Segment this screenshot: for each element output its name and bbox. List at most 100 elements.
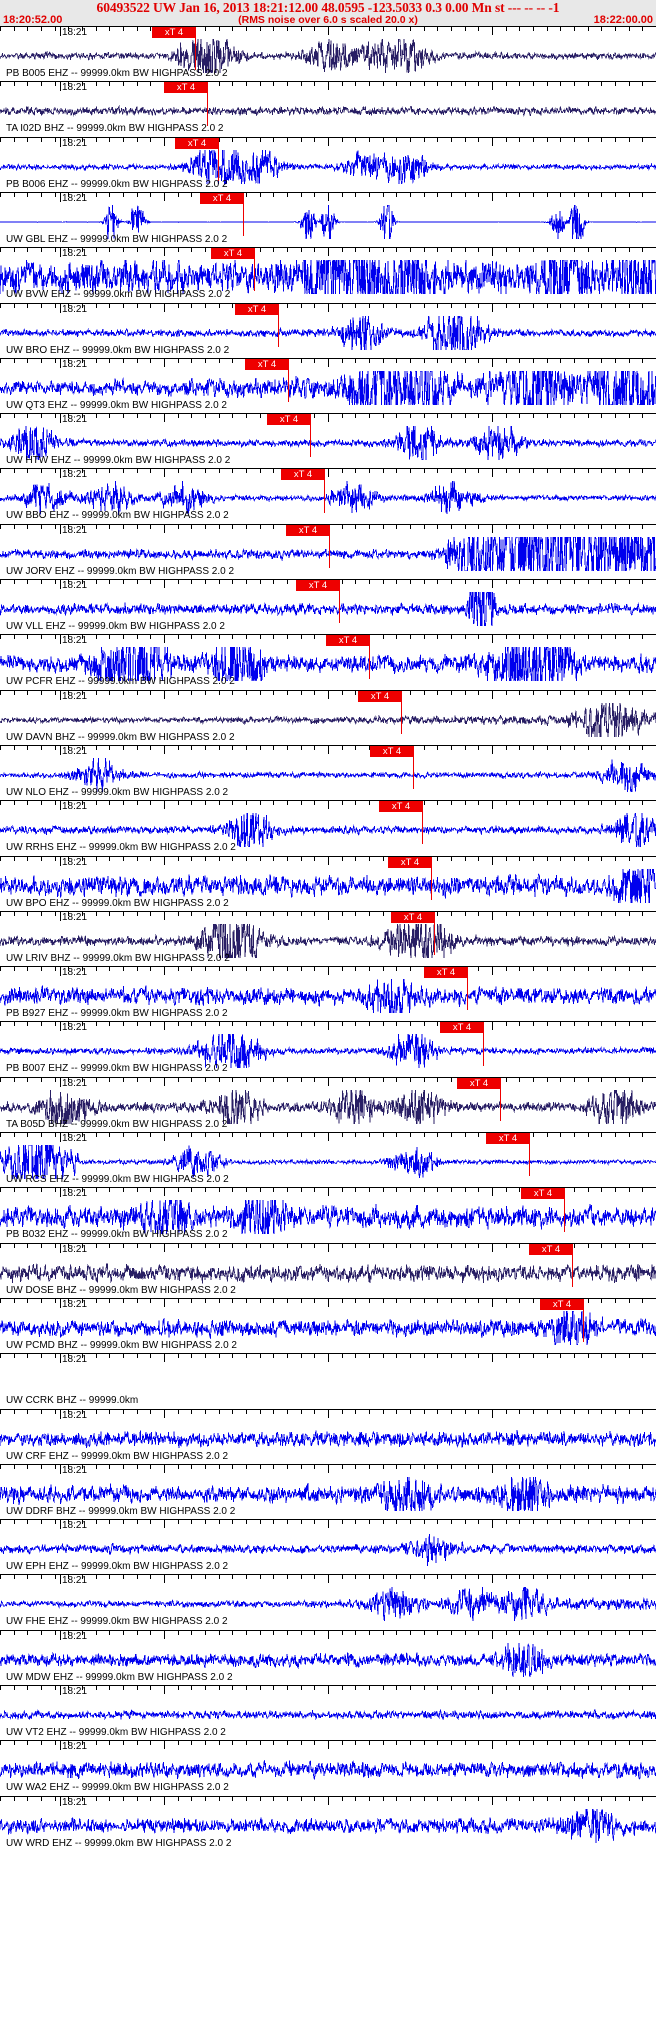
trace-row[interactable]: 18:21 PB B005 EHZ -- 99999.0km BW HIGHPAS… bbox=[0, 26, 656, 82]
trace-row[interactable]: 18:21 UW BVW EHZ -- 99999.0km BW HIGHPASS… bbox=[0, 247, 656, 303]
trace-row[interactable]: 18:21 UW BPO EHZ -- 99999.0km BW HIGHPASS… bbox=[0, 855, 656, 911]
phase-marker-label[interactable]: xT 4 bbox=[358, 690, 402, 702]
axis-tick-minor bbox=[478, 744, 479, 750]
trace-row[interactable]: 18:21 UW DOSE BHZ -- 99999.0km BW HIGHPAS… bbox=[0, 1242, 656, 1298]
axis-tick-minor bbox=[451, 910, 452, 916]
axis-tick-minor bbox=[437, 855, 438, 861]
axis-tick-minor bbox=[547, 1463, 548, 1469]
axis-tick-major bbox=[164, 1187, 165, 1197]
axis-tick-minor bbox=[574, 1629, 575, 1635]
axis-tick-minor bbox=[588, 1132, 589, 1137]
phase-marker-label[interactable]: xT 4 bbox=[424, 967, 468, 979]
phase-marker-label[interactable]: xT 4 bbox=[296, 580, 340, 591]
phase-marker-label[interactable]: xT 4 bbox=[486, 1133, 530, 1144]
waveform bbox=[0, 105, 656, 118]
axis-tick-minor bbox=[437, 634, 438, 640]
phase-marker-label[interactable]: xT 4 bbox=[540, 1298, 584, 1310]
trace-row[interactable]: 18:21 UW PCFR EHZ -- 99999.0km BW HIGHPAS… bbox=[0, 634, 656, 690]
axis-tick-major bbox=[164, 468, 165, 478]
axis-tick-minor bbox=[301, 1353, 302, 1359]
trace-row[interactable]: 18:21 UW JORV EHZ -- 99999.0km BW HIGHPAS… bbox=[0, 523, 656, 579]
axis-tick-minor bbox=[273, 1574, 274, 1580]
trace-row[interactable]: 18:21 UW DDRF BHZ -- 99999.0km BW HIGHPAS… bbox=[0, 1463, 656, 1520]
trace-row[interactable]: 18:21 PB B006 EHZ -- 99999.0km BW HIGHPAS… bbox=[0, 136, 656, 192]
trace-row[interactable]: 18:21 UW WRD EHZ -- 99999.0km BW HIGHPASS… bbox=[0, 1795, 656, 1851]
trace-row[interactable]: 18:21 UW NLO EHZ -- 99999.0km BW HIGHPASS… bbox=[0, 744, 656, 801]
phase-marker-label[interactable]: xT 4 bbox=[152, 27, 196, 38]
trace-row[interactable]: 18:21 PB B032 EHZ -- 99999.0km BW HIGHPAS… bbox=[0, 1187, 656, 1243]
axis-tick-minor bbox=[96, 910, 97, 916]
axis-tick-minor bbox=[560, 1740, 561, 1746]
phase-marker-label[interactable]: xT 4 bbox=[245, 358, 289, 370]
trace-row[interactable]: 18:21 UW RCS EHZ -- 99999.0km BW HIGHPASS… bbox=[0, 1132, 656, 1188]
trace-row[interactable]: 18:21 TA B05D BHZ -- 99999.0km BW HIGHPAS… bbox=[0, 1076, 656, 1132]
axis-tick-minor bbox=[219, 1242, 220, 1248]
trace-row[interactable]: 18:21 UW DAVN BHZ -- 99999.0km BW HIGHPAS… bbox=[0, 689, 656, 745]
phase-marker-label[interactable]: xT 4 bbox=[529, 1243, 573, 1255]
trace-row[interactable]: 18:21 UW GBL EHZ -- 99999.0km BW HIGHPASS… bbox=[0, 191, 656, 248]
trace-row[interactable]: 18:21 UW BRO EHZ -- 99999.0km BW HIGHPASS… bbox=[0, 302, 656, 358]
axis-tick-minor bbox=[14, 191, 15, 197]
trace-row[interactable]: 18:21 UW MDW EHZ -- 99999.0km BW HIGHPASS… bbox=[0, 1629, 656, 1685]
trace-row[interactable]: 18:21 TA I02D BHZ -- 99999.0km BW HIGHPAS… bbox=[0, 81, 656, 137]
phase-marker-label[interactable]: xT 4 bbox=[440, 1022, 484, 1034]
trace-row[interactable]: 18:21 UW VLL EHZ -- 99999.0km BW HIGHPASS… bbox=[0, 579, 656, 635]
trace-row[interactable]: 18:21 UW WA2 EHZ -- 99999.0km BW HIGHPASS… bbox=[0, 1740, 656, 1796]
phase-marker-label[interactable]: xT 4 bbox=[281, 469, 325, 481]
axis-tick-minor bbox=[355, 1408, 356, 1414]
axis-tick-minor bbox=[55, 1629, 56, 1635]
trace-row[interactable]: 18:21 UW CRF EHZ -- 99999.0km BW HIGHPASS… bbox=[0, 1408, 656, 1464]
axis-tick-minor bbox=[601, 1297, 602, 1303]
station-label: UW LRIV BHZ -- 99999.0km BW HIGHPASS 2.0… bbox=[6, 952, 230, 964]
axis-tick-minor bbox=[55, 1187, 56, 1193]
phase-marker-label[interactable]: xT 4 bbox=[388, 856, 432, 868]
trace-row[interactable]: 18:21 UW FHE EHZ -- 99999.0km BW HIGHPASS… bbox=[0, 1574, 656, 1630]
phase-marker-label[interactable]: xT 4 bbox=[267, 414, 311, 426]
axis-tick-minor bbox=[68, 1795, 69, 1801]
axis-tick-minor bbox=[68, 1076, 69, 1082]
trace-row[interactable]: 18:21 UW PCMD BHZ -- 99999.0km BW HIGHPAS… bbox=[0, 1297, 656, 1354]
trace-row[interactable]: 18:21 UW VT2 EHZ -- 99999.0km BW HIGHPASS… bbox=[0, 1685, 656, 1741]
axis-tick-minor bbox=[41, 1242, 42, 1248]
trace-row[interactable]: 18:21 UW RRHS EHZ -- 99999.0km BW HIGHPAS… bbox=[0, 800, 656, 856]
phase-marker-label[interactable]: xT 4 bbox=[521, 1188, 565, 1200]
phase-marker-label[interactable]: xT 4 bbox=[286, 524, 330, 536]
trace-row[interactable]: 18:21 PB B927 EHZ -- 99999.0km BW HIGHPAS… bbox=[0, 966, 656, 1022]
axis-tick-minor bbox=[219, 1297, 220, 1303]
axis-tick-minor bbox=[588, 1242, 589, 1248]
trace-row[interactable]: 18:21 UW BBO EHZ -- 99999.0km BW HIGHPASS… bbox=[0, 468, 656, 524]
trace-row[interactable]: 18:21 UW CCRK BHZ -- 99999.0km bbox=[0, 1353, 656, 1409]
trace-row[interactable]: 18:21 UW LRIV BHZ -- 99999.0km BW HIGHPAS… bbox=[0, 910, 656, 967]
phase-marker-label[interactable]: xT 4 bbox=[235, 303, 279, 315]
axis-tick-minor bbox=[191, 800, 192, 806]
phase-marker-label[interactable]: xT 4 bbox=[379, 801, 423, 813]
axis-tick-minor bbox=[465, 1132, 466, 1137]
phase-marker-label[interactable]: xT 4 bbox=[457, 1077, 501, 1089]
axis-tick-minor bbox=[205, 302, 206, 308]
trace-row[interactable]: 18:21 UW HTW EHZ -- 99999.0km BW HIGHPASS… bbox=[0, 413, 656, 469]
axis-tick-minor bbox=[519, 1574, 520, 1580]
axis-tick-minor bbox=[533, 302, 534, 308]
axis-tick-minor bbox=[506, 1574, 507, 1580]
phase-marker-label[interactable]: xT 4 bbox=[164, 82, 208, 94]
phase-marker-label[interactable]: xT 4 bbox=[211, 248, 255, 260]
axis-tick-minor bbox=[123, 1408, 124, 1414]
phase-marker-label[interactable]: xT 4 bbox=[175, 137, 219, 149]
phase-marker-label[interactable]: xT 4 bbox=[326, 635, 370, 647]
trace-row[interactable]: 18:21 PB B007 EHZ -- 99999.0km BW HIGHPAS… bbox=[0, 1021, 656, 1077]
phase-marker-label[interactable]: xT 4 bbox=[200, 192, 244, 204]
axis-tick-minor bbox=[0, 1463, 1, 1469]
phase-marker-label[interactable]: xT 4 bbox=[391, 911, 435, 923]
axis-tick-minor bbox=[219, 910, 220, 916]
axis-tick-minor bbox=[410, 689, 411, 695]
trace-row[interactable]: 18:21 UW EPH EHZ -- 99999.0km BW HIGHPASS… bbox=[0, 1519, 656, 1575]
axis-tick-minor bbox=[178, 468, 179, 474]
axis-tick-minor bbox=[424, 1297, 425, 1303]
axis-tick-minor bbox=[533, 855, 534, 861]
axis-tick-minor bbox=[642, 523, 643, 529]
axis-tick-minor bbox=[506, 855, 507, 861]
trace-row[interactable]: 18:21 UW QT3 EHZ -- 99999.0km BW HIGHPASS… bbox=[0, 357, 656, 414]
axis-tick-minor bbox=[533, 579, 534, 584]
axis-tick-minor bbox=[260, 1297, 261, 1303]
phase-marker-label[interactable]: xT 4 bbox=[370, 745, 414, 757]
